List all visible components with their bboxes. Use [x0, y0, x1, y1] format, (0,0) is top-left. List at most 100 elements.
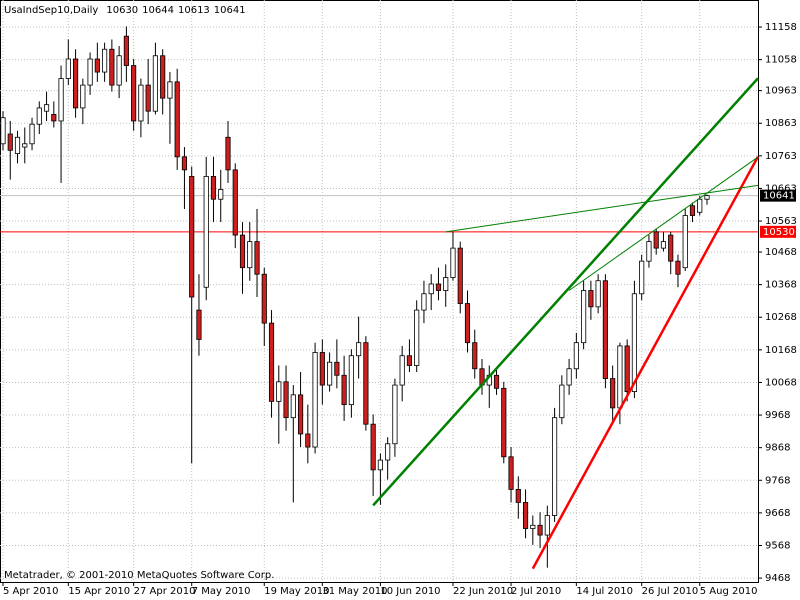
candle-body: [174, 81, 180, 158]
x-tick-label: 10 Jun 2010: [380, 586, 440, 597]
candle-body: [341, 374, 347, 406]
candle-body: [392, 384, 398, 445]
candle-body: [247, 241, 253, 269]
candle-body: [522, 502, 529, 529]
y-tick-label: 10663: [765, 183, 797, 194]
candle-body: [87, 58, 93, 86]
candle-body: [421, 293, 427, 311]
candle-body: [472, 342, 478, 370]
candle-body: [552, 417, 558, 516]
y-tick-label: 11158: [765, 22, 797, 33]
candle-body: [610, 378, 616, 409]
candle-body: [363, 342, 369, 425]
candle-body: [145, 84, 151, 112]
candle-body: [537, 524, 543, 536]
y-tick-label: 10068: [765, 377, 797, 388]
candle-body: [544, 515, 550, 536]
trendline: [372, 77, 759, 507]
candles: [0, 26, 710, 568]
candle-body: [14, 136, 21, 154]
candle-body: [443, 277, 449, 291]
x-tick-label: 14 Jul 2010: [576, 586, 633, 597]
candle-body: [80, 84, 86, 109]
candle-body: [646, 241, 652, 262]
candle-body: [22, 143, 28, 148]
candle-body: [131, 65, 137, 122]
candle-body: [210, 175, 217, 200]
candle-body: [660, 241, 667, 249]
candle-body: [515, 489, 521, 503]
y-tick-label: 9468: [765, 573, 790, 584]
candle-body: [276, 381, 282, 402]
candle-body: [682, 215, 688, 269]
candle-body: [7, 133, 13, 151]
candle-body: [602, 280, 608, 379]
y-tick-label: 9568: [765, 540, 790, 551]
y-tick-label: 10368: [765, 280, 797, 291]
x-tick-label: 27 Apr 2010: [134, 586, 196, 597]
candle-body: [508, 456, 514, 490]
candle-body: [689, 205, 696, 216]
y-tick-label: 10763: [765, 151, 797, 162]
x-tick-label: 31 May 2010: [322, 586, 387, 597]
candle-body: [73, 58, 79, 109]
candle-body: [116, 55, 122, 86]
y-tick-label: 9968: [765, 410, 790, 421]
candle-body: [51, 114, 57, 122]
symbol: UsaIndSep10,Daily: [4, 5, 98, 16]
trendline: [568, 156, 759, 291]
candle-body: [414, 309, 420, 366]
candle-body: [457, 247, 463, 304]
candle-body: [566, 368, 572, 386]
y-tick-label: 11058: [765, 55, 797, 66]
y-tick-label: 10563: [765, 216, 797, 227]
axes: 11158 11058 10963 10863 10763 10663 10563 10468…: [2, 22, 797, 597]
trendline: [531, 155, 760, 570]
candle-body: [283, 381, 289, 419]
high: 10644: [142, 5, 174, 16]
candle-body: [588, 290, 594, 308]
candle-body: [167, 81, 173, 99]
candle-body: [218, 189, 224, 200]
candle-body: [385, 443, 391, 461]
plot-frame: [0, 0, 759, 583]
candle-body: [43, 104, 50, 112]
candle-body: [152, 55, 158, 112]
candle-body: [428, 283, 434, 295]
price-lines: [0, 195, 758, 233]
x-tick-label: 7 May 2010: [192, 586, 251, 597]
candle-body: [334, 361, 340, 376]
candle-body: [406, 355, 413, 366]
candle-body: [653, 231, 659, 249]
candle-body: [595, 280, 601, 308]
candle-body: [435, 283, 442, 291]
candle-body: [160, 55, 166, 99]
candle-body: [464, 303, 471, 344]
trendline: [445, 184, 759, 233]
candle-body: [319, 352, 325, 386]
candle-body: [58, 78, 64, 122]
y-tick-label: 9668: [765, 508, 790, 519]
candle-body: [370, 423, 376, 471]
candle-body: [356, 342, 362, 357]
candle-body: [675, 260, 681, 275]
y-tick-label: 9868: [765, 443, 790, 454]
candle-body: [305, 433, 311, 448]
price-label-box: [760, 189, 796, 202]
candle-body: [631, 293, 638, 392]
candle-body: [268, 322, 275, 402]
candle-body: [668, 234, 674, 262]
candle-body: [399, 355, 405, 386]
candle-body: [254, 241, 260, 275]
close: 10641: [214, 5, 246, 16]
candle-body: [102, 48, 108, 73]
candle-body: [624, 345, 630, 392]
candle-body: [377, 459, 383, 471]
open: 10630: [106, 5, 138, 16]
candle-body: [232, 169, 238, 236]
x-tick-label: 5 Aug 2010: [700, 586, 758, 597]
candle-body: [501, 387, 507, 458]
candle-body: [704, 195, 710, 200]
